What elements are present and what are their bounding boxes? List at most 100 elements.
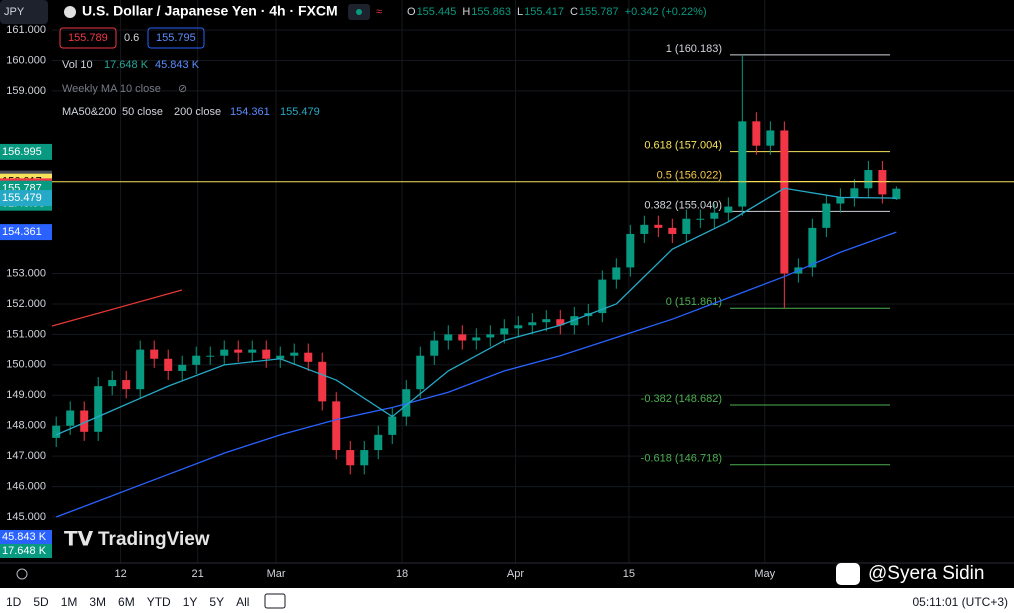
candle-body	[220, 349, 229, 356]
candle-body	[738, 121, 747, 207]
candle-body	[66, 410, 75, 426]
weekly-ma-legend: Weekly MA 10 close	[62, 83, 161, 95]
candle-body	[388, 416, 397, 435]
candle-body	[402, 389, 411, 417]
candle-body	[640, 224, 649, 234]
date-range-icon[interactable]	[264, 593, 286, 609]
x-tick-label: May	[754, 568, 775, 580]
y-tick-label: 147.000	[6, 450, 46, 462]
volume-badge	[0, 544, 52, 558]
buy-price[interactable]: 155.795	[156, 32, 196, 44]
x-tick-label: 12	[114, 568, 126, 580]
settings-icon[interactable]	[16, 568, 28, 580]
vol-ma-value: 45.843 K	[155, 59, 200, 71]
ohlc-value: 155.787	[579, 6, 619, 18]
symbol[interactable]: JPY	[4, 6, 25, 18]
x-tick-label: Mar	[267, 568, 286, 580]
range-button[interactable]: 5Y	[209, 595, 224, 609]
chart-title: U.S. Dollar / Japanese Yen · 4h · FXCM	[82, 3, 338, 19]
ohlc-value: 155.417	[524, 6, 564, 18]
price-badge-label: 156.995	[2, 146, 42, 158]
ohlc-value: 155.445	[417, 6, 457, 18]
ma-line	[55, 231, 897, 518]
range-button[interactable]: All	[236, 595, 249, 609]
candle-body	[556, 319, 565, 326]
y-tick-label: 149.000	[6, 389, 46, 401]
sell-button[interactable]	[59, 27, 117, 49]
candle-body	[318, 361, 327, 402]
candle-body	[276, 355, 285, 359]
range-button[interactable]: 1D	[6, 595, 22, 609]
candle-body	[696, 218, 705, 220]
ma-series-name: 50 close	[122, 106, 163, 118]
candle-body	[94, 386, 103, 432]
watermark-icon: 𝗧𝗩	[64, 528, 94, 550]
candle-body	[416, 355, 425, 390]
fib-label: 0 (151.861)	[666, 296, 722, 308]
candle-body	[458, 334, 467, 341]
x-tick-label: Apr	[507, 568, 524, 580]
y-tick-label: 145.000	[6, 511, 46, 523]
ohlc-letter: C	[570, 6, 578, 18]
alert-icon[interactable]: ≈	[376, 6, 382, 18]
ma-series-name: 200 close	[174, 106, 221, 118]
candle-body	[864, 170, 873, 189]
fib-label: -0.382 (148.682)	[641, 393, 722, 405]
y-tick-label: 160.000	[6, 54, 46, 66]
y-tick-label: 153.000	[6, 267, 46, 279]
volume-badge-label: 17.648 K	[2, 545, 47, 557]
candle-body	[430, 340, 439, 356]
candle-body	[136, 349, 145, 390]
clock: 05:11:01 (UTC+3)	[913, 595, 1009, 609]
candle-body	[878, 170, 887, 195]
symbol-box[interactable]	[0, 0, 48, 24]
candle-body	[486, 334, 495, 338]
candle-body	[360, 450, 369, 466]
ma-value: 154.361	[230, 106, 270, 118]
candle-body	[752, 121, 761, 146]
candle-body	[374, 434, 383, 451]
hidden-icon[interactable]: ⊘	[178, 83, 187, 95]
trend-line	[51, 289, 183, 327]
change: +0.342 (+0.22%)	[625, 6, 707, 18]
fb-icon	[836, 563, 860, 585]
candle-body	[822, 203, 831, 228]
range-button[interactable]: 6M	[118, 595, 135, 609]
candle-body	[626, 233, 635, 268]
range-button[interactable]: 3M	[89, 595, 106, 609]
fib-label: 1 (160.183)	[666, 43, 722, 55]
ma-value: 155.479	[280, 106, 320, 118]
candle-body	[80, 410, 89, 432]
ma-line	[55, 187, 897, 436]
candle-body	[178, 364, 187, 371]
candle-body	[234, 349, 243, 353]
price-badge	[0, 224, 52, 241]
candle-body	[766, 130, 775, 146]
y-tick-label: 150.000	[6, 359, 46, 371]
range-button[interactable]: 5D	[33, 595, 49, 609]
candle-body	[108, 380, 117, 387]
candle-body	[808, 227, 817, 268]
candle-body	[598, 279, 607, 314]
candle-body	[514, 325, 523, 329]
y-tick-label: 161.000	[6, 24, 46, 36]
ohlc-letter: H	[462, 6, 470, 18]
vol-value: 17.648 K	[104, 59, 149, 71]
y-tick-label: 152.000	[6, 298, 46, 310]
candle-body	[570, 316, 579, 326]
spread: 0.6	[124, 32, 139, 44]
candle-body	[304, 352, 313, 362]
fib-label: 0.5 (156.022)	[657, 169, 722, 181]
sell-price[interactable]: 155.789	[68, 32, 108, 44]
toolbar	[0, 588, 1014, 613]
candle-body	[472, 337, 481, 341]
range-button[interactable]: 1M	[61, 595, 78, 609]
range-button[interactable]: YTD	[147, 595, 171, 609]
fib-label: 0.618 (157.004)	[644, 140, 722, 152]
buy-button[interactable]	[147, 27, 205, 49]
credit: @Syera Sidin	[868, 563, 984, 584]
price-badge-label: 154.361	[2, 226, 42, 238]
range-button[interactable]: 1Y	[183, 595, 198, 609]
vol-legend: Vol 10	[62, 59, 93, 71]
